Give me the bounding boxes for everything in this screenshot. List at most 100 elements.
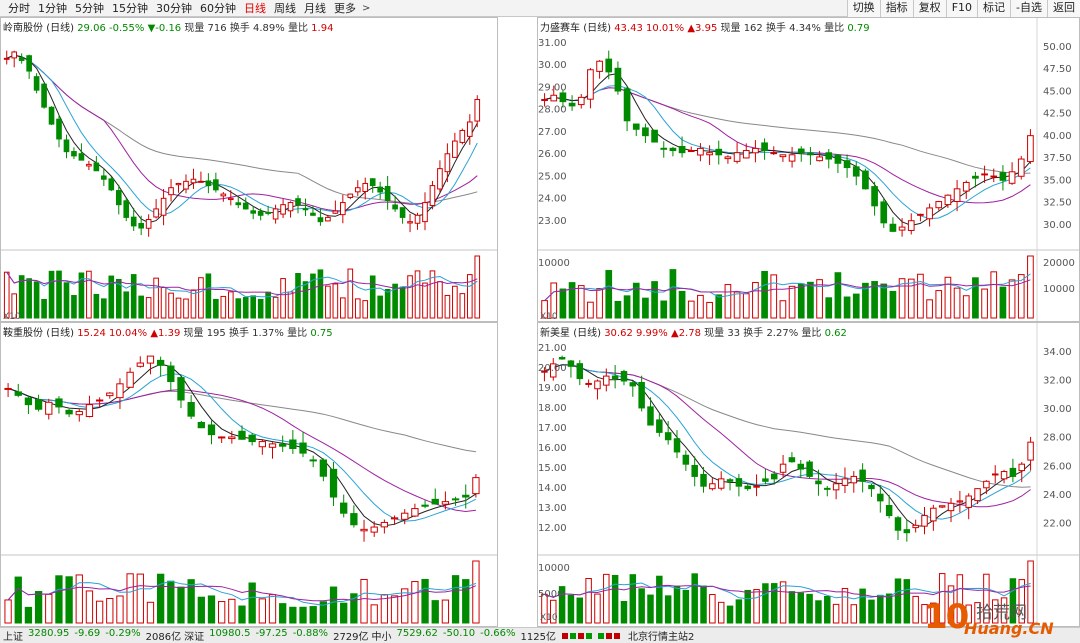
candle <box>623 85 631 132</box>
volume-bar <box>816 279 823 319</box>
candle <box>991 465 999 484</box>
candle-body <box>664 432 672 441</box>
candle <box>48 106 55 126</box>
candle-body <box>414 214 421 224</box>
tab-fenshi[interactable]: 分时 <box>8 1 30 15</box>
chart-panel-top-right[interactable]: 力盛赛车 (日线) 43.43 10.01% ▲3.95 现量 162 换手 4… <box>537 17 1080 322</box>
connection-label[interactable]: 北京行情主站2 <box>627 632 695 643</box>
candle-body <box>843 160 851 169</box>
volume-bar <box>907 278 915 319</box>
volume-bar <box>48 270 55 319</box>
right-axis-tick: 22.00 <box>1043 518 1072 529</box>
candle-body <box>279 443 287 447</box>
volume-bar <box>95 600 104 624</box>
kline-chart[interactable]: 21.00 20.00 19.00 18.00 17.00 16.00 15.00 14.00… <box>538 323 1080 627</box>
change-arrow-icon: ▲ <box>687 23 696 34</box>
candle-body <box>360 528 368 532</box>
candle-body <box>466 121 473 137</box>
switch-button[interactable]: 切换 <box>846 0 880 17</box>
volume-bar <box>101 298 107 319</box>
volume-bar <box>990 271 998 319</box>
index-zx[interactable]: 中小 7529.62 -50.10 -0.66% 1125亿 <box>369 628 556 643</box>
candle-body <box>369 178 376 187</box>
candle-body <box>75 411 83 416</box>
left-axis-tick: 20.00 <box>538 363 567 374</box>
candle-body <box>629 382 637 387</box>
f10-button[interactable]: F10 <box>945 0 978 17</box>
chart-panel-top-left[interactable]: 岭南股份 (日线) 29.06 -0.55% ▼-0.16 现量 716 换手 … <box>0 17 498 322</box>
candle <box>362 177 369 200</box>
volume-bar <box>248 582 256 624</box>
candle-body <box>797 463 804 470</box>
candle-body <box>462 494 470 498</box>
ratio-value: 0.75 <box>310 328 333 339</box>
chevron-right-icon[interactable]: > <box>362 2 371 14</box>
tab-5min[interactable]: 5分钟 <box>75 1 104 15</box>
candle <box>709 478 716 491</box>
indicator-button[interactable]: 指标 <box>879 0 913 17</box>
back-button[interactable]: 返回 <box>1047 0 1080 17</box>
candle-body <box>779 154 787 158</box>
vol-ma10-line <box>6 271 478 296</box>
volume-bar <box>123 291 130 319</box>
tab-daily[interactable]: 日线 <box>244 1 266 15</box>
volume-bar <box>559 288 567 319</box>
left-axis-tick: 28.00 <box>538 105 567 116</box>
index-sh[interactable]: 上证 3280.95 -9.69 -0.29% 2086亿 <box>0 628 181 643</box>
candle <box>962 180 970 200</box>
vol-ma10-line <box>7 585 477 602</box>
kline-chart[interactable] <box>1 18 498 322</box>
candle <box>620 369 628 386</box>
candle <box>218 436 226 443</box>
volume-bar <box>567 594 575 624</box>
index-change: -97.25 <box>255 628 288 639</box>
candle <box>733 142 741 164</box>
candle <box>411 503 419 518</box>
volume-bar <box>752 282 759 319</box>
volume-bar <box>903 579 911 624</box>
candle <box>299 431 307 458</box>
volume-bar <box>14 576 22 624</box>
signal-blocks-icon <box>561 632 592 639</box>
right-axis-tick: 30.00 <box>1043 220 1072 231</box>
right-axis-tick: 32.50 <box>1043 198 1072 209</box>
mark-button[interactable]: 标记 <box>977 0 1011 17</box>
candle <box>187 394 195 419</box>
chart-panel-bottom-right[interactable]: 新美星 (日线) 30.62 9.99% ▲2.78 现量 33 换手 2.27… <box>537 322 1080 627</box>
index-change: -50.10 <box>442 628 476 639</box>
candle <box>568 95 576 111</box>
volume-bar <box>474 255 481 319</box>
kline-chart[interactable] <box>1 323 498 627</box>
volume-bar <box>108 275 115 319</box>
candle <box>697 143 704 162</box>
candle <box>669 146 677 157</box>
volume-bar <box>258 598 266 624</box>
volume-bar <box>673 585 681 624</box>
candle <box>45 398 53 420</box>
tab-monthly[interactable]: 月线 <box>304 1 326 15</box>
index-sz[interactable]: 深证 10980.5 -97.25 -0.88% 2729亿 <box>181 628 368 643</box>
tab-15min[interactable]: 15分钟 <box>112 1 148 15</box>
tab-30min[interactable]: 30分钟 <box>156 1 192 15</box>
candle-body <box>289 439 297 450</box>
volume-bar <box>187 579 195 624</box>
price-value: 29.06 <box>77 23 106 34</box>
chart-panel-bottom-left[interactable]: 鞍重股份 (日线) 15.24 10.04% ▲1.39 现量 195 换手 1… <box>0 322 498 627</box>
candle-body <box>889 223 897 232</box>
tab-more[interactable]: 更多 <box>334 1 356 15</box>
volume-bar <box>466 274 473 319</box>
change-pct: -0.55% <box>109 23 145 34</box>
tab-60min[interactable]: 60分钟 <box>200 1 236 15</box>
tab-weekly[interactable]: 周线 <box>274 1 296 15</box>
tab-1min[interactable]: 1分钟 <box>38 1 67 15</box>
candle <box>559 89 567 108</box>
remove-watchlist-button[interactable]: -自选 <box>1010 0 1047 17</box>
volume-bar <box>742 293 750 319</box>
volume-bar <box>354 298 361 319</box>
ma5-line <box>6 54 478 224</box>
volume-bar <box>138 295 144 319</box>
candle <box>369 178 376 193</box>
adjust-button[interactable]: 复权 <box>912 0 946 17</box>
kline-chart[interactable]: 31.00 30.00 29.00 28.00 27.00 26.00 25.00 24.00… <box>538 18 1080 322</box>
candle-body <box>235 202 242 206</box>
